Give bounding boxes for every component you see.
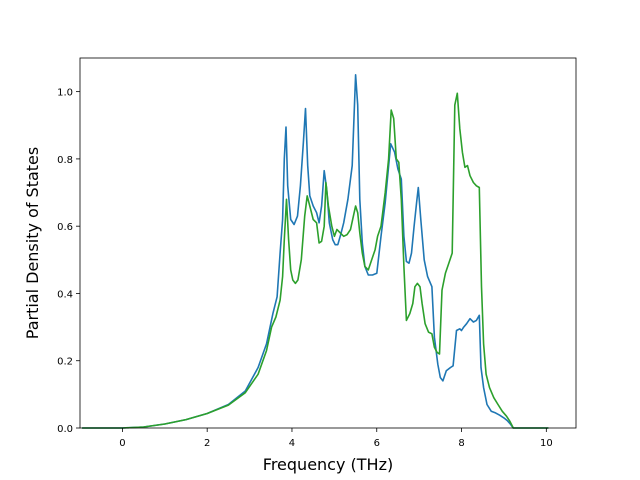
series-line-2 [82, 92, 549, 429]
x-tick-label: 8 [458, 438, 464, 449]
x-tick-label: 0 [119, 438, 125, 449]
y-tick-label: 0.6 [57, 222, 73, 233]
series-lines [82, 74, 549, 429]
y-axis-ticks: 0.0 0.2 0.4 0.6 0.8 1.0 [57, 88, 80, 435]
plot-frame [79, 57, 577, 429]
x-axis-ticks: 0 2 4 6 8 10 [119, 428, 553, 449]
x-axis-label: Frequency (THz) [263, 455, 393, 474]
series-line-1 [82, 74, 549, 429]
x-tick-label: 4 [289, 438, 295, 449]
x-tick-label: 6 [374, 438, 380, 449]
y-tick-label: 1.0 [57, 88, 73, 99]
y-tick-label: 0.2 [57, 357, 73, 368]
y-tick-label: 0.8 [57, 155, 73, 166]
x-tick-label: 10 [540, 438, 553, 449]
y-tick-label: 0.4 [57, 289, 73, 300]
y-axis-label: Partial Density of States [23, 147, 42, 339]
y-tick-label: 0.0 [57, 424, 73, 435]
x-tick-label: 2 [204, 438, 210, 449]
